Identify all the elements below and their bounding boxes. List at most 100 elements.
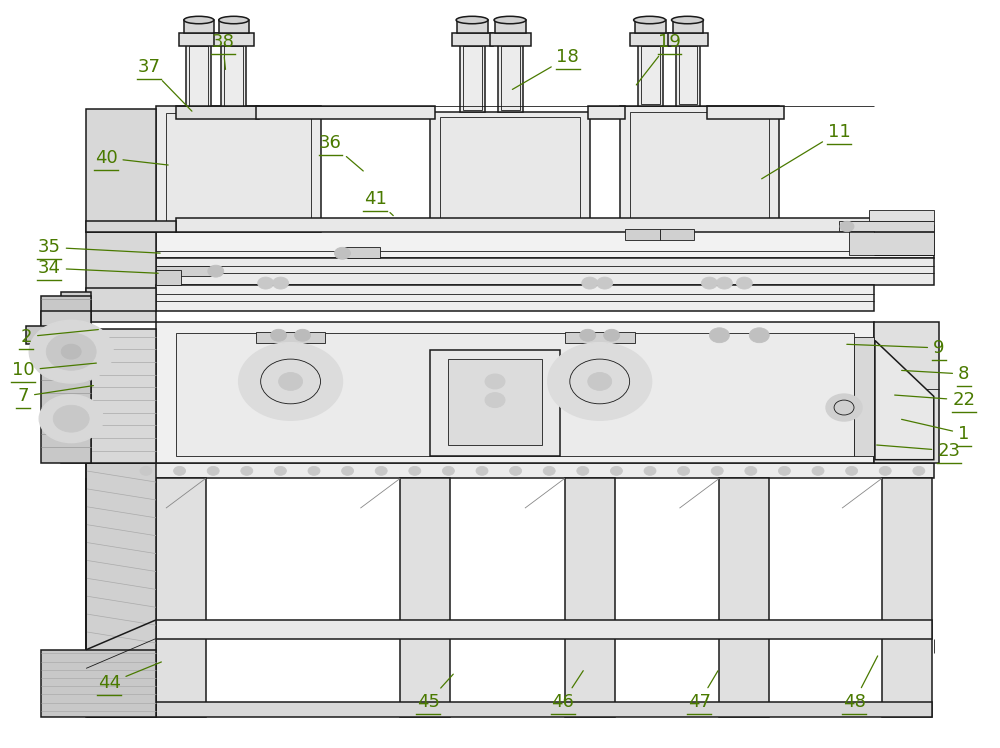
Polygon shape (156, 620, 932, 639)
Circle shape (241, 467, 253, 475)
Circle shape (597, 277, 613, 289)
Polygon shape (673, 20, 703, 33)
Polygon shape (400, 478, 450, 717)
Circle shape (207, 467, 219, 475)
Polygon shape (166, 113, 311, 229)
Circle shape (711, 467, 723, 475)
Polygon shape (156, 702, 932, 717)
Polygon shape (41, 295, 91, 464)
Polygon shape (176, 218, 874, 233)
Polygon shape (86, 464, 156, 717)
Polygon shape (707, 105, 784, 119)
Text: 9: 9 (847, 339, 945, 357)
Text: 8: 8 (902, 365, 969, 383)
Polygon shape (86, 329, 156, 464)
Polygon shape (625, 229, 660, 240)
Polygon shape (430, 350, 560, 456)
Text: 46: 46 (551, 671, 583, 711)
Circle shape (334, 248, 350, 260)
Polygon shape (588, 105, 625, 119)
Polygon shape (219, 20, 249, 33)
Circle shape (39, 395, 103, 443)
Circle shape (271, 329, 287, 341)
Polygon shape (839, 221, 934, 231)
Text: 38: 38 (211, 34, 234, 70)
Polygon shape (256, 331, 325, 343)
Circle shape (826, 394, 862, 421)
Polygon shape (668, 33, 708, 46)
Text: 10: 10 (12, 361, 96, 379)
Circle shape (258, 277, 274, 289)
Circle shape (548, 343, 652, 420)
Polygon shape (184, 20, 214, 33)
Text: 48: 48 (843, 656, 878, 711)
Polygon shape (874, 322, 939, 464)
Circle shape (174, 467, 186, 475)
Circle shape (701, 277, 717, 289)
Text: 19: 19 (636, 34, 681, 85)
Polygon shape (61, 292, 91, 464)
Circle shape (375, 467, 387, 475)
Circle shape (709, 328, 729, 343)
Polygon shape (41, 310, 91, 329)
Text: 47: 47 (688, 671, 718, 711)
Polygon shape (41, 650, 156, 717)
Circle shape (273, 277, 289, 289)
Polygon shape (620, 105, 779, 229)
Polygon shape (86, 109, 156, 233)
Ellipse shape (219, 16, 249, 24)
Ellipse shape (672, 16, 703, 24)
Polygon shape (156, 259, 934, 284)
Polygon shape (61, 329, 91, 340)
Polygon shape (256, 105, 435, 119)
Text: 1: 1 (902, 420, 969, 443)
Circle shape (442, 467, 454, 475)
Circle shape (812, 467, 824, 475)
Polygon shape (176, 105, 259, 119)
Polygon shape (186, 45, 211, 109)
Circle shape (749, 328, 769, 343)
Polygon shape (86, 233, 156, 322)
Ellipse shape (494, 16, 526, 24)
Polygon shape (635, 20, 666, 33)
Circle shape (846, 467, 858, 475)
Polygon shape (121, 464, 934, 478)
Circle shape (604, 329, 620, 341)
Polygon shape (452, 33, 493, 46)
Circle shape (678, 467, 690, 475)
Circle shape (840, 221, 854, 232)
Polygon shape (719, 478, 769, 717)
Polygon shape (882, 478, 932, 717)
Text: 44: 44 (98, 662, 161, 692)
Circle shape (582, 277, 598, 289)
Circle shape (295, 329, 311, 341)
Circle shape (239, 343, 342, 420)
Polygon shape (156, 284, 874, 310)
Polygon shape (156, 266, 211, 275)
Polygon shape (565, 478, 615, 717)
Circle shape (308, 467, 320, 475)
Circle shape (53, 405, 89, 432)
Polygon shape (676, 45, 700, 105)
Circle shape (644, 467, 656, 475)
Polygon shape (86, 288, 156, 310)
Polygon shape (156, 270, 181, 284)
Circle shape (580, 329, 596, 341)
Polygon shape (457, 20, 488, 33)
Polygon shape (660, 229, 694, 240)
Polygon shape (854, 337, 874, 456)
Polygon shape (630, 33, 671, 46)
Polygon shape (221, 45, 246, 109)
Circle shape (61, 344, 81, 359)
Circle shape (274, 467, 286, 475)
Polygon shape (214, 33, 254, 46)
Circle shape (778, 467, 790, 475)
Circle shape (745, 467, 757, 475)
Polygon shape (875, 340, 934, 460)
Ellipse shape (634, 16, 666, 24)
Circle shape (46, 333, 96, 370)
Polygon shape (176, 333, 854, 456)
Text: 45: 45 (417, 674, 453, 711)
Circle shape (279, 373, 303, 390)
Circle shape (716, 277, 732, 289)
